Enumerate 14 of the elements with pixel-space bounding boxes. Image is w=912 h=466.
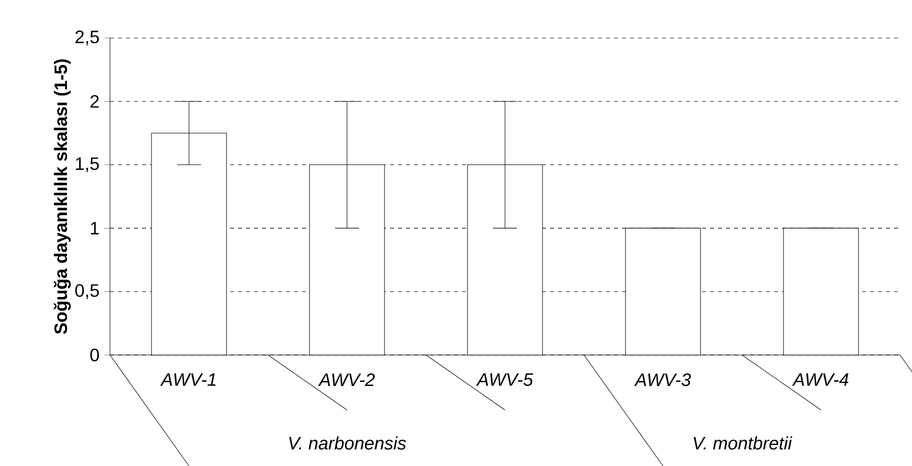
text: V. narbonensis [289, 436, 406, 450]
x-tick-label: AWV-1 [160, 373, 216, 386]
x-tick-label: AWV-3 [634, 373, 691, 386]
y-tick-label: 1,5 [76, 157, 99, 172]
x-tick-label: AWV-4 [792, 373, 848, 386]
y-tick-label: 2,5 [75, 30, 99, 46]
x-tick-label: AWV-5 [476, 373, 534, 386]
x-tick-label: AWV-2 [318, 373, 375, 386]
text: V. montbretii [694, 436, 792, 450]
y-axis-title: Soğuğa dayanıklılık skalası (1-5) [54, 59, 71, 334]
y-tick-label: 2 [90, 95, 99, 108]
y-tick-label: 0,5 [75, 284, 99, 300]
y-tick-label: 1 [90, 222, 99, 234]
y-tick-label: 0 [90, 348, 99, 362]
